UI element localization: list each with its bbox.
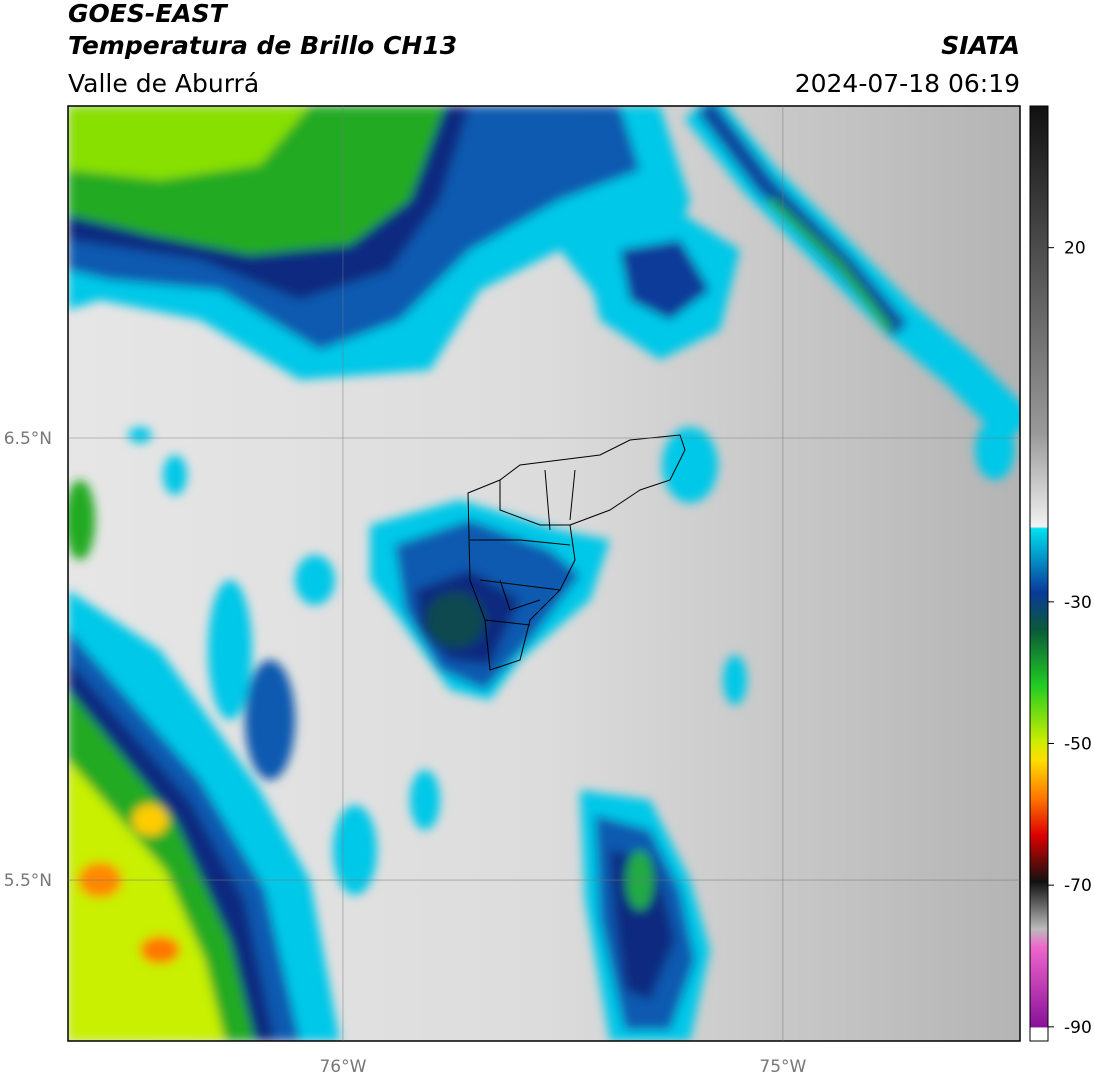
municipal-boundaries (467, 434, 686, 671)
map-frame (67, 105, 1021, 1042)
agency: SIATA (941, 31, 1020, 60)
lon-tick-label: 75°W (759, 1057, 806, 1077)
subtitle: Temperatura de Brillo CH13 (68, 31, 457, 60)
datetime: 2024-07-18 06:19 (795, 69, 1020, 98)
colorbar-tick-label: 20 (1064, 239, 1086, 259)
colorbar-tick-label: -90 (1064, 1018, 1092, 1038)
title: GOES-EAST (68, 0, 229, 28)
lon-tick-label: 76°W (319, 1057, 366, 1077)
colorbar-tick-label: -30 (1064, 593, 1092, 613)
lat-tick-label: 6.5°N (4, 429, 52, 449)
lat-tick-label: 5.5°N (4, 871, 52, 891)
colorbar-tick-label: -70 (1064, 876, 1092, 896)
colorbar-tick-label: -50 (1064, 735, 1092, 755)
colorbar (1029, 105, 1049, 1042)
region: Valle de Aburrá (68, 69, 259, 98)
satellite-image (68, 106, 1020, 1041)
